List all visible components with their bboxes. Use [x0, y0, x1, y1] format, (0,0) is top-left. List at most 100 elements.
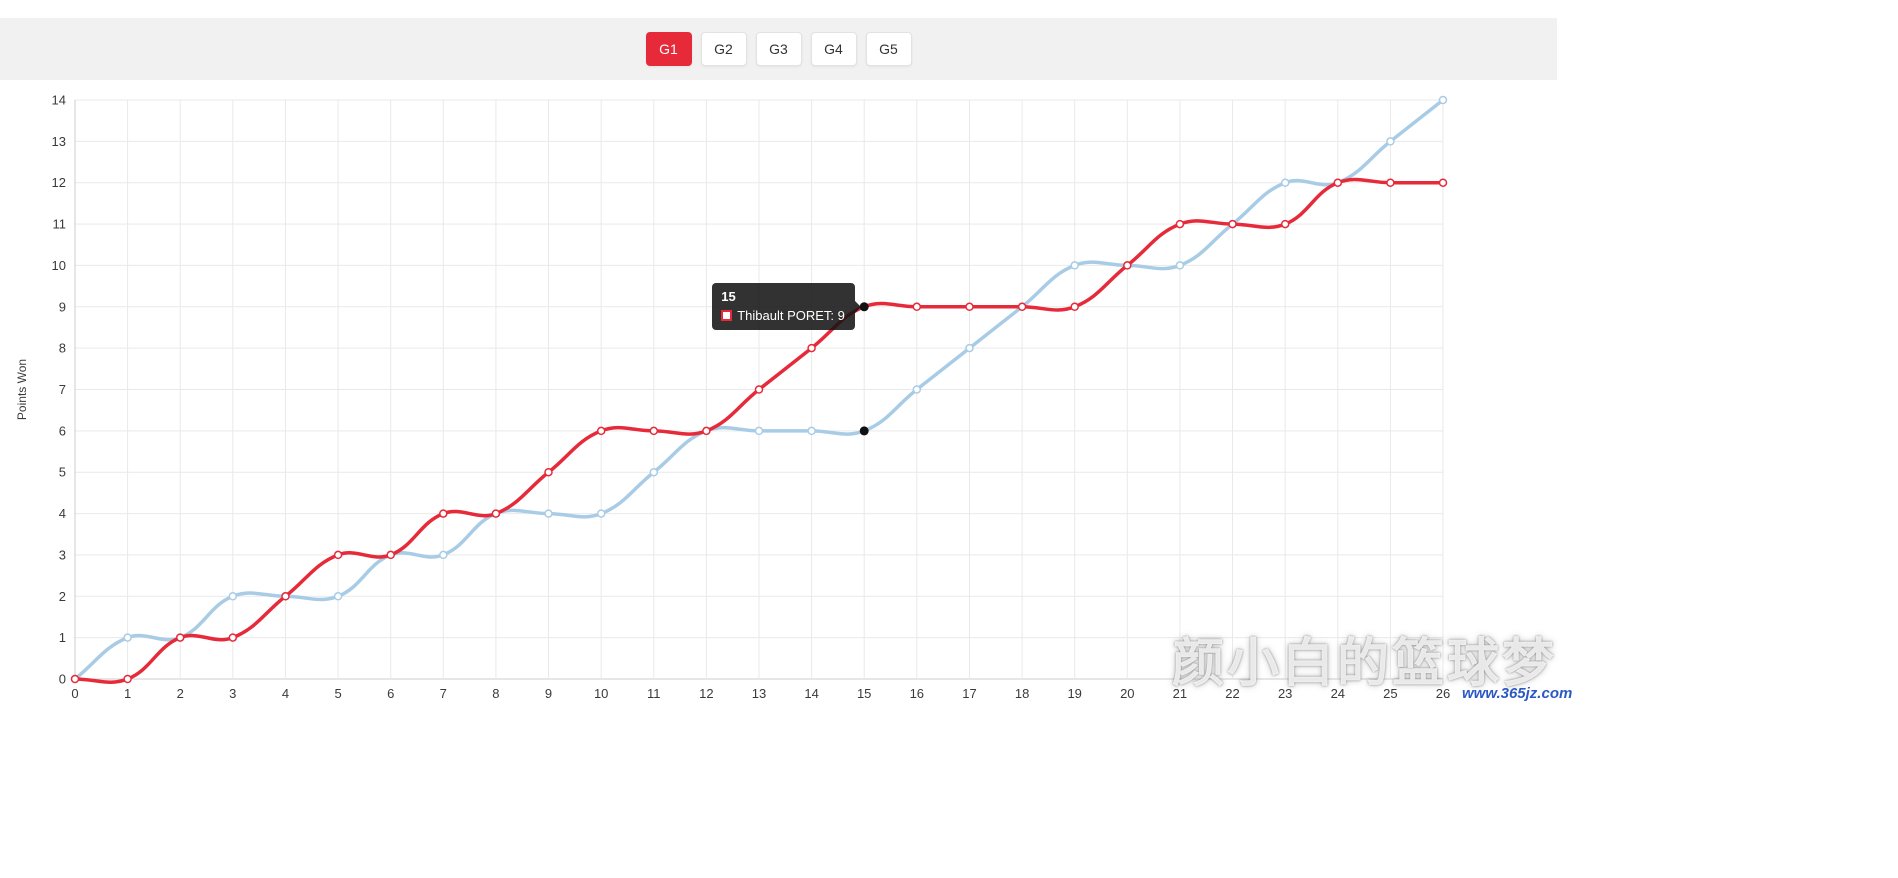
data-point[interactable] — [1228, 219, 1237, 229]
svg-text:23: 23 — [1278, 686, 1292, 701]
data-point[interactable] — [1438, 95, 1448, 105]
data-point[interactable] — [333, 592, 343, 601]
svg-text:6: 6 — [387, 686, 394, 701]
svg-text:18: 18 — [1015, 686, 1029, 701]
data-point[interactable] — [596, 426, 606, 436]
svg-text:9: 9 — [545, 686, 552, 701]
data-point[interactable] — [439, 550, 448, 560]
svg-text:13: 13 — [52, 134, 66, 149]
chart-area: 0 1 2 3 4 5 6 7 8 9 10 11 12 13 14 0 1 2 3 4 5 6 7 8 9 10 11 12 13 14… — [0, 85, 1572, 740]
grid-lines — [74, 99, 1444, 680]
svg-text:21: 21 — [1173, 686, 1187, 701]
data-point[interactable] — [1386, 178, 1395, 187]
svg-text:12: 12 — [52, 175, 66, 190]
data-point[interactable] — [754, 426, 764, 436]
data-point[interactable] — [386, 550, 395, 560]
data-point[interactable] — [1280, 219, 1290, 229]
svg-text:1: 1 — [59, 630, 66, 645]
data-point[interactable] — [807, 426, 816, 436]
svg-text:12: 12 — [699, 686, 713, 701]
svg-text:4: 4 — [59, 506, 66, 521]
data-point[interactable] — [1386, 137, 1395, 146]
svg-text:9: 9 — [59, 299, 66, 314]
svg-text:7: 7 — [59, 382, 66, 397]
svg-text:26: 26 — [1436, 686, 1450, 701]
svg-text:19: 19 — [1067, 686, 1081, 701]
svg-text:2: 2 — [177, 686, 184, 701]
svg-text:3: 3 — [59, 547, 66, 562]
tab-g5[interactable]: G5 — [865, 32, 912, 66]
data-point[interactable] — [228, 592, 238, 601]
tab-g4[interactable]: G4 — [810, 32, 857, 66]
data-point[interactable] — [702, 426, 711, 436]
svg-text:5: 5 — [59, 465, 66, 480]
highlight-point[interactable] — [859, 426, 869, 436]
svg-text:8: 8 — [59, 341, 66, 356]
svg-text:14: 14 — [52, 93, 66, 108]
data-point[interactable] — [1280, 178, 1290, 187]
x-axis-labels: 0 1 2 3 4 5 6 7 8 9 10 11 12 13 14 15 16 17 18 19 20 21 22 23 24… — [71, 686, 1450, 701]
data-point[interactable] — [544, 467, 553, 477]
svg-text:24: 24 — [1331, 686, 1345, 701]
data-point[interactable] — [649, 426, 659, 436]
data-point[interactable] — [1070, 302, 1079, 312]
data-point[interactable] — [1333, 178, 1343, 187]
data-point[interactable] — [912, 302, 922, 312]
data-point[interactable] — [1123, 261, 1132, 270]
svg-text:22: 22 — [1225, 686, 1239, 701]
data-point[interactable] — [1438, 178, 1448, 187]
series-points-thibault-poret — [70, 178, 1448, 684]
data-point[interactable] — [912, 385, 922, 394]
svg-text:7: 7 — [440, 686, 447, 701]
svg-text:20: 20 — [1120, 686, 1134, 701]
data-point[interactable] — [491, 509, 501, 518]
svg-text:11: 11 — [53, 217, 67, 232]
svg-text:25: 25 — [1383, 686, 1397, 701]
svg-text:11: 11 — [647, 686, 661, 701]
svg-text:5: 5 — [334, 686, 341, 701]
game-toolbar: G1 G2 G3 G4 G5 — [0, 18, 1557, 80]
svg-text:14: 14 — [804, 686, 818, 701]
data-point[interactable] — [1175, 219, 1185, 229]
svg-text:4: 4 — [282, 686, 289, 701]
svg-text:10: 10 — [52, 258, 66, 273]
highlight-point[interactable] — [859, 302, 869, 312]
data-point[interactable] — [807, 343, 816, 353]
svg-text:15: 15 — [857, 686, 871, 701]
data-point[interactable] — [1070, 261, 1079, 270]
data-point[interactable] — [754, 385, 764, 394]
svg-text:0: 0 — [59, 672, 66, 687]
page-content: G1 G2 G3 G4 G5 0 1 2 3 4 5 6 7 8 9 10 11 12 13 14 0 1 2 3 4 5 6 7 8… — [0, 18, 1572, 740]
data-point[interactable] — [544, 509, 553, 518]
tab-g2[interactable]: G2 — [700, 32, 747, 66]
data-point[interactable] — [175, 633, 185, 642]
svg-text:2: 2 — [59, 589, 66, 604]
data-point[interactable] — [228, 633, 238, 642]
svg-text:0: 0 — [71, 686, 78, 701]
svg-text:10: 10 — [594, 686, 608, 701]
svg-text:16: 16 — [910, 686, 924, 701]
data-point[interactable] — [123, 674, 132, 684]
data-point[interactable] — [965, 343, 974, 353]
svg-text:13: 13 — [752, 686, 766, 701]
data-point[interactable] — [333, 550, 343, 560]
data-point[interactable] — [965, 302, 974, 312]
data-point[interactable] — [70, 674, 80, 684]
data-point[interactable] — [1175, 261, 1185, 270]
tab-g3[interactable]: G3 — [755, 32, 802, 66]
data-point[interactable] — [596, 509, 606, 518]
svg-text:1: 1 — [124, 686, 131, 701]
highlight-points — [859, 302, 869, 436]
data-point[interactable] — [649, 467, 659, 477]
svg-text:6: 6 — [59, 423, 66, 438]
svg-text:17: 17 — [962, 686, 976, 701]
data-point[interactable] — [281, 592, 290, 601]
data-point[interactable] — [439, 509, 448, 518]
svg-text:3: 3 — [229, 686, 236, 701]
svg-text:8: 8 — [492, 686, 499, 701]
data-point[interactable] — [123, 633, 132, 642]
data-point[interactable] — [1017, 302, 1027, 312]
tab-g1[interactable]: G1 — [645, 32, 692, 66]
